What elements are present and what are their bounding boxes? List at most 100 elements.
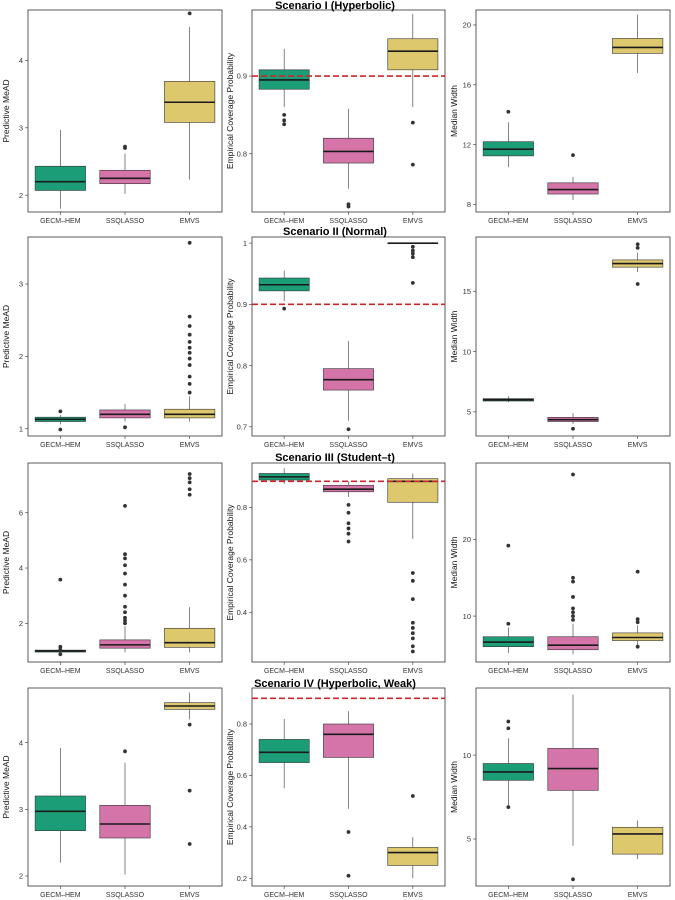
x-category-label: GECM–HEM	[488, 668, 529, 675]
y-axis-label: Median Width	[449, 310, 459, 362]
y-axis-label: Median Width	[449, 536, 459, 588]
scenario-title: Scenario I (Hyperbolic)	[275, 0, 395, 12]
y-tick-label: 2	[19, 191, 23, 200]
outlier-point	[187, 722, 192, 727]
y-tick-label: 0.7	[237, 423, 247, 432]
outlier-point	[346, 521, 351, 526]
y-axis-label: Predictive MeAD	[1, 755, 11, 818]
outlier-point	[346, 539, 351, 544]
y-tick-label: 2	[19, 872, 23, 881]
y-axis-label: Median Width	[449, 85, 459, 137]
outlier-point	[635, 644, 640, 649]
x-category-label: EMVS	[403, 218, 423, 225]
x-category-label: GECM–HEM	[488, 892, 529, 899]
panel-2-3: Median Width 5 10 15 GECM–HEM SSQLASSO EMVS	[449, 236, 671, 449]
outlier-point	[346, 427, 351, 432]
box-ssqlasso	[547, 636, 599, 651]
outlier-point	[187, 350, 192, 355]
outlier-point	[410, 631, 415, 636]
outlier-point	[123, 604, 127, 609]
y-tick-label: 2	[19, 352, 23, 361]
y-tick-label: 10	[463, 347, 471, 356]
outlier-point	[123, 556, 127, 561]
x-category-label: EMVS	[403, 668, 423, 675]
x-category-label: SSQLASSO	[554, 442, 593, 449]
outlier-point	[187, 492, 192, 497]
outlier-point	[187, 476, 192, 481]
outlier-point	[282, 306, 287, 311]
box-ssqlasso	[547, 748, 599, 791]
x-category-label: EMVS	[180, 218, 200, 225]
y-tick-label: 0.8	[237, 503, 247, 512]
outlier-point	[187, 356, 192, 361]
outlier-point	[123, 615, 127, 620]
outlier-point	[571, 153, 575, 158]
outlier-point	[187, 363, 192, 367]
outlier-point	[187, 390, 192, 395]
x-category-label: EMVS	[628, 442, 648, 449]
outlier-point	[410, 597, 415, 602]
x-category-label: GECM–HEM	[264, 218, 305, 225]
box-gecm-hem	[34, 165, 86, 191]
outlier-point	[282, 122, 287, 127]
y-tick-label: 15	[463, 287, 471, 296]
box-gecm-hem	[34, 795, 86, 831]
box-ssqlasso	[99, 639, 151, 649]
outlier-point	[58, 652, 63, 657]
y-axis-label: Predictive MeAD	[1, 531, 11, 594]
x-category-label: SSQLASSO	[106, 668, 145, 675]
outlier-point	[123, 582, 127, 587]
x-category-label: SSQLASSO	[329, 442, 368, 449]
box-emvs	[612, 38, 664, 54]
y-tick-label: 3	[19, 124, 23, 133]
outlier-point	[635, 620, 640, 625]
y-tick-label: 0.8	[237, 361, 247, 370]
outlier-point	[410, 248, 415, 253]
outlier-point	[506, 719, 511, 724]
x-category-label: SSQLASSO	[554, 892, 593, 899]
outlier-point	[571, 595, 575, 599]
outlier-point	[187, 480, 192, 485]
outlier-point	[410, 255, 415, 260]
box-emvs	[612, 826, 664, 855]
outlier-point	[123, 610, 127, 615]
y-tick-label: 5	[467, 408, 471, 417]
outlier-point	[410, 649, 415, 654]
scenario-title: Scenario III (Student–t)	[275, 452, 395, 464]
outlier-point	[187, 487, 192, 492]
panel-4-3: Median Width 5 10 GECM–HEM SSQLASSO EMVS	[449, 687, 671, 899]
x-category-label: EMVS	[180, 892, 200, 899]
x-category-label: SSQLASSO	[554, 668, 593, 675]
outlier-point	[123, 552, 127, 557]
outlier-point	[506, 109, 511, 114]
y-tick-label: 0.6	[237, 556, 247, 565]
panel-3-2: Scenario III (Student–t) Empirical Covera…	[225, 452, 446, 675]
x-category-label: GECM–HEM	[488, 442, 529, 449]
outlier-point	[410, 620, 415, 625]
outlier-point	[635, 242, 640, 247]
y-tick-label: 2	[19, 619, 23, 628]
y-axis-label: Predictive MeAD	[1, 79, 11, 142]
outlier-point	[187, 374, 192, 379]
outlier-point	[571, 877, 575, 882]
y-tick-label: 0.2	[237, 874, 247, 883]
outlier-point	[58, 427, 63, 432]
outlier-point	[123, 144, 127, 149]
outlier-point	[571, 579, 575, 584]
panel-2-1: Predictive MeAD 1 2 3 GECM–HEM SSQLASSO EMVS	[1, 236, 223, 449]
y-tick-label: 0.6	[237, 771, 247, 780]
x-category-label: EMVS	[403, 442, 423, 449]
outlier-point	[571, 610, 575, 615]
outlier-point	[123, 621, 127, 626]
outlier-point	[58, 644, 63, 649]
y-axis-label: Empirical Coverage Probability	[225, 728, 235, 845]
x-category-label: GECM–HEM	[40, 668, 81, 675]
x-category-label: SSQLASSO	[106, 218, 145, 225]
panel-4-2: Scenario IV (Hyperbolic, Weak) Empirical …	[225, 678, 446, 899]
outlier-point	[346, 873, 351, 878]
panel-2-2: Scenario II (Normal) Empirical Coverage P…	[225, 226, 446, 449]
outlier-point	[123, 425, 127, 430]
outlier-point	[187, 472, 192, 476]
outlier-point	[187, 345, 192, 350]
